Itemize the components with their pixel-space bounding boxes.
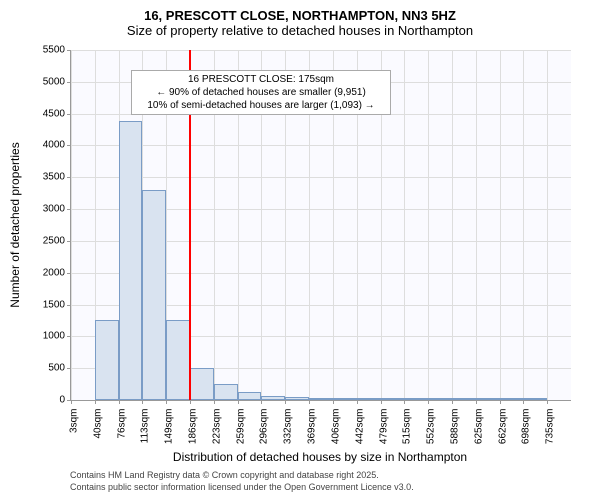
grid-line (71, 177, 571, 178)
annotation-line: 10% of semi-detached houses are larger (… (136, 99, 386, 112)
annotation-box: 16 PRESCOTT CLOSE: 175sqm← 90% of detach… (131, 70, 391, 115)
x-tick-label: 113sqm (134, 409, 151, 444)
x-tick-mark (500, 400, 501, 404)
x-tick-mark (404, 400, 405, 404)
histogram-bar (452, 398, 476, 400)
x-tick-label: 223sqm (205, 409, 222, 445)
grid-line (547, 50, 548, 400)
x-tick-mark (95, 400, 96, 404)
histogram-bar (166, 320, 190, 400)
x-tick-mark (238, 400, 239, 404)
x-tick-mark (428, 400, 429, 404)
x-tick-label: 76sqm (110, 409, 127, 439)
x-tick-label: 369sqm (301, 409, 318, 445)
x-tick-mark (523, 400, 524, 404)
x-tick-mark (476, 400, 477, 404)
histogram-bar (119, 121, 143, 400)
annotation-line: 16 PRESCOTT CLOSE: 175sqm (136, 73, 386, 86)
x-tick-label: 479sqm (372, 409, 389, 445)
footer-line-2: Contains public sector information licen… (70, 482, 414, 494)
x-tick-mark (452, 400, 453, 404)
histogram-bar (214, 384, 238, 400)
histogram-bar (333, 398, 357, 400)
x-tick-label: 698sqm (515, 409, 532, 445)
x-tick-label: 149sqm (158, 409, 175, 445)
histogram-bar (404, 398, 428, 400)
x-tick-label: 186sqm (182, 409, 199, 445)
x-tick-mark (71, 400, 72, 404)
histogram-bar (190, 368, 214, 400)
x-tick-mark (547, 400, 548, 404)
histogram-bar (381, 398, 405, 400)
x-tick-mark (309, 400, 310, 404)
x-tick-label: 406sqm (324, 409, 341, 445)
histogram-bar (142, 190, 166, 400)
chart-footer: Contains HM Land Registry data © Crown c… (70, 470, 414, 493)
footer-line-1: Contains HM Land Registry data © Crown c… (70, 470, 414, 482)
x-tick-label: 3sqm (63, 409, 80, 433)
plot-area: 0500100015002000250030003500400045005000… (70, 50, 571, 401)
x-tick-label: 552sqm (420, 409, 437, 445)
x-tick-mark (333, 400, 334, 404)
histogram-bar (523, 398, 547, 400)
x-tick-mark (142, 400, 143, 404)
x-axis-label: Distribution of detached houses by size … (70, 450, 570, 464)
chart-title-sub: Size of property relative to detached ho… (0, 23, 600, 42)
grid-line (476, 50, 477, 400)
x-tick-label: 332sqm (277, 409, 294, 445)
x-tick-mark (381, 400, 382, 404)
histogram-bar (357, 398, 381, 400)
chart-container: 16, PRESCOTT CLOSE, NORTHAMPTON, NN3 5HZ… (0, 0, 600, 500)
x-tick-mark (285, 400, 286, 404)
x-tick-label: 625sqm (467, 409, 484, 445)
x-tick-mark (190, 400, 191, 404)
grid-line (523, 50, 524, 400)
histogram-bar (285, 397, 309, 400)
x-tick-label: 40sqm (86, 409, 103, 439)
x-tick-label: 735sqm (539, 409, 556, 445)
x-tick-mark (119, 400, 120, 404)
histogram-bar (500, 398, 524, 400)
x-tick-label: 296sqm (253, 409, 270, 445)
grid-line (500, 50, 501, 400)
histogram-bar (309, 398, 333, 400)
x-tick-mark (261, 400, 262, 404)
x-tick-label: 515sqm (396, 409, 413, 445)
x-tick-label: 259sqm (229, 409, 246, 445)
x-tick-label: 442sqm (348, 409, 365, 445)
grid-line (404, 50, 405, 400)
grid-line (452, 50, 453, 400)
histogram-bar (476, 398, 500, 400)
histogram-bar (261, 396, 285, 400)
x-tick-mark (357, 400, 358, 404)
x-tick-mark (214, 400, 215, 404)
x-tick-label: 662sqm (491, 409, 508, 445)
grid-line (71, 145, 571, 146)
grid-line (71, 50, 571, 51)
chart-title-main: 16, PRESCOTT CLOSE, NORTHAMPTON, NN3 5HZ (0, 0, 600, 23)
x-tick-label: 588sqm (443, 409, 460, 445)
histogram-bar (428, 398, 452, 400)
grid-line (71, 50, 72, 400)
x-tick-mark (166, 400, 167, 404)
histogram-bar (95, 320, 119, 400)
annotation-line: ← 90% of detached houses are smaller (9,… (136, 86, 386, 99)
y-axis-label: Number of detached properties (8, 142, 22, 307)
histogram-bar (238, 392, 262, 400)
grid-line (428, 50, 429, 400)
